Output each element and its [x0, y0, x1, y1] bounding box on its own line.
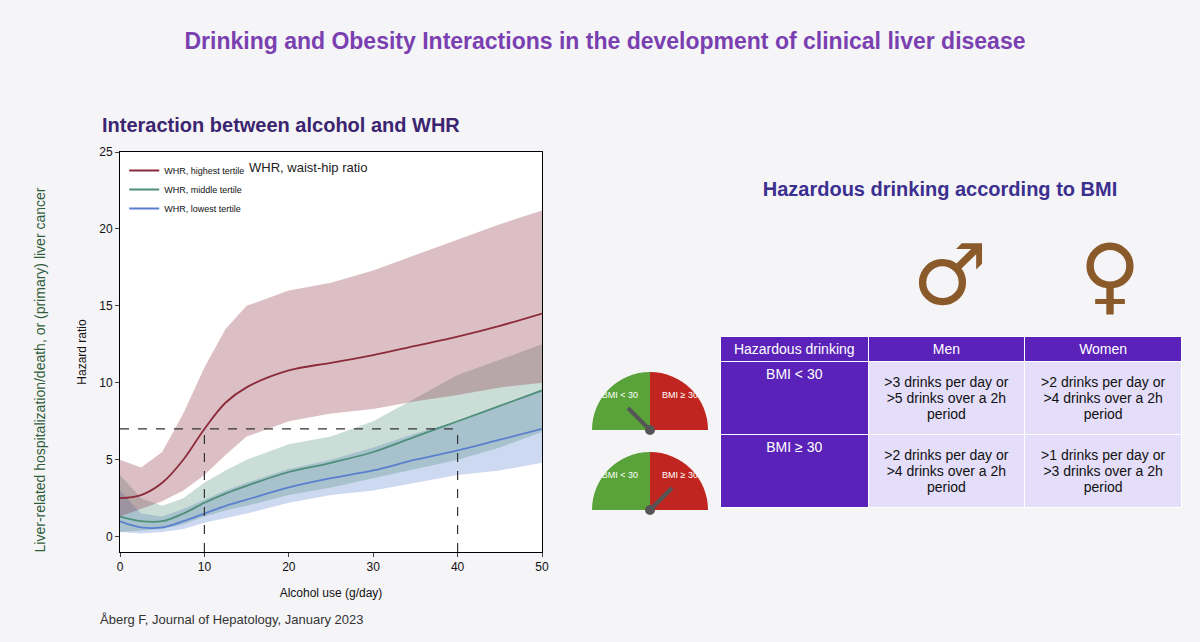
html-text:Åberg F, Journal of Hepatology: Åberg F, Journal of Hepatology, January … — [100, 612, 364, 627]
svg-text:20: 20 — [282, 560, 296, 574]
svg-text:25: 25 — [99, 145, 113, 159]
html-text:Hazardous drinking according t: Hazardous drinking according to BMI — [762, 178, 1118, 200]
svg-text:BMI < 30: BMI < 30 — [602, 390, 638, 400]
html-text:Hazardous drinking: Hazardous drinking — [733, 341, 855, 357]
svg-text:5: 5 — [106, 453, 113, 467]
svg-text:50: 50 — [535, 560, 549, 574]
html-text:Liver-related hospitalization/: Liver-related hospitalization/death, or … — [32, 187, 48, 553]
svg-text:0: 0 — [117, 560, 124, 574]
svg-text:WHR, middle tertile: WHR, middle tertile — [164, 185, 242, 195]
svg-text:15: 15 — [99, 299, 113, 313]
svg-text:0: 0 — [106, 530, 113, 544]
html-text:>2 drinks per day or >4 drinks: >2 drinks per day or >4 drinks over a 2h… — [884, 447, 1009, 495]
html-text:Women: Women — [1079, 341, 1128, 357]
svg-text:WHR, highest tertile: WHR, highest tertile — [164, 166, 244, 176]
html-text:Drinking and Obesity Interacti: Drinking and Obesity Interactions in the… — [184, 28, 1026, 54]
svg-text:WHR, lowest tertile: WHR, lowest tertile — [164, 204, 241, 214]
html-text:>3 drinks per day or >5 drinks: >3 drinks per day or >5 drinks over a 2h… — [884, 374, 1009, 422]
html-text:>2 drinks per day or >4 drinks: >2 drinks per day or >4 drinks over a 2h… — [1041, 374, 1166, 422]
html-text:BMI < 30: BMI < 30 — [766, 366, 823, 382]
svg-text:Hazard ratio: Hazard ratio — [75, 319, 89, 385]
svg-text:BMI ≥ 30: BMI ≥ 30 — [662, 390, 698, 400]
svg-text:40: 40 — [451, 560, 465, 574]
html-text:>1 drinks per day or >3 drinks: >1 drinks per day or >3 drinks over a 2h… — [1041, 447, 1166, 495]
svg-text:20: 20 — [99, 222, 113, 236]
svg-text:Alcohol use (g/day): Alcohol use (g/day) — [280, 586, 383, 600]
html-text:Men: Men — [932, 341, 960, 357]
svg-text:WHR, waist-hip ratio: WHR, waist-hip ratio — [249, 160, 367, 175]
svg-text:Interaction between alcohol an: Interaction between alcohol and WHR — [102, 114, 460, 136]
svg-text:10: 10 — [99, 376, 113, 390]
svg-text:BMI < 30: BMI < 30 — [602, 470, 638, 480]
svg-text:BMI ≥ 30: BMI ≥ 30 — [662, 470, 698, 480]
html-text:BMI ≥ 30: BMI ≥ 30 — [766, 439, 823, 455]
svg-text:30: 30 — [367, 560, 381, 574]
svg-text:10: 10 — [198, 560, 212, 574]
